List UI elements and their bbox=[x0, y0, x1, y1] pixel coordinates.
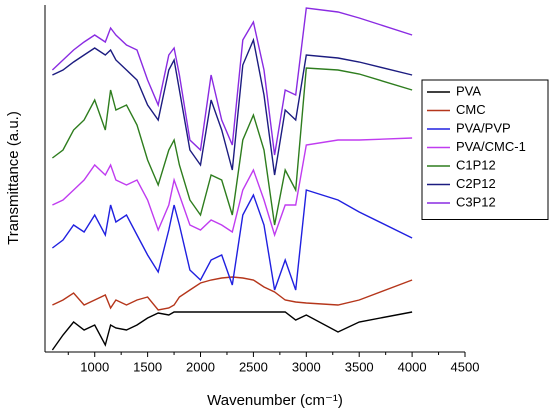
x-tick-label: 2000 bbox=[186, 359, 215, 374]
series-line bbox=[51, 189, 413, 291]
legend-label: C2P12 bbox=[456, 176, 496, 191]
x-tick-label: 4000 bbox=[398, 359, 427, 374]
series-line bbox=[51, 7, 413, 156]
series-line bbox=[52, 37, 413, 176]
legend-label: PVA/PVP bbox=[456, 120, 511, 135]
y-axis-label: Transmittance (a.u.) bbox=[5, 111, 22, 245]
series-line bbox=[52, 276, 413, 311]
series-line bbox=[51, 311, 413, 351]
legend-label: C3P12 bbox=[456, 194, 496, 209]
x-tick-label: 2500 bbox=[239, 359, 268, 374]
series-line bbox=[52, 137, 413, 238]
x-tick-label: 1000 bbox=[80, 359, 109, 374]
legend-label: CMC bbox=[456, 102, 486, 117]
legend-box bbox=[421, 79, 549, 220]
x-tick-label: 4500 bbox=[451, 359, 480, 374]
legend-label: PVA/CMC-1 bbox=[456, 139, 526, 154]
x-tick-label: 1500 bbox=[133, 359, 162, 374]
x-tick-label: 3500 bbox=[345, 359, 374, 374]
x-axis-label: Wavenumber (cm⁻¹) bbox=[207, 392, 343, 409]
legend-label: C1P12 bbox=[456, 157, 496, 172]
x-tick-label: 3000 bbox=[292, 359, 321, 374]
series-line bbox=[51, 67, 413, 226]
legend-label: PVA bbox=[456, 83, 481, 98]
